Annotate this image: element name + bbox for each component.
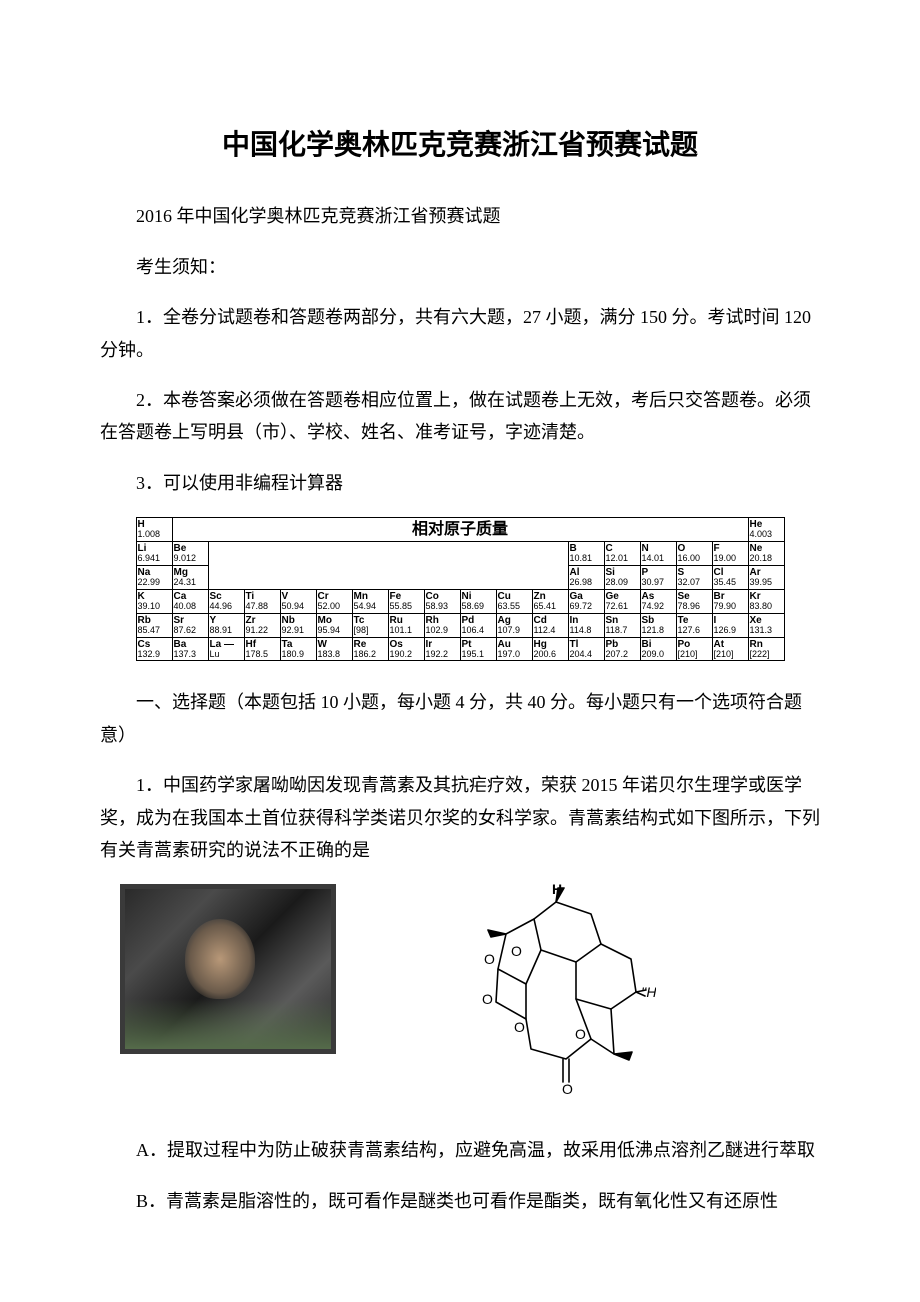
- element-cell: Na22.99: [136, 565, 172, 589]
- element-cell: Tl204.4: [568, 637, 604, 661]
- element-cell: Os190.2: [388, 637, 424, 661]
- svg-text:O: O: [514, 1019, 525, 1035]
- periodic-table-wrap: H1.008相对原子质量He4.003Li6.941Be9.012B10.81C…: [100, 517, 820, 661]
- element-cell: Ge72.61: [604, 589, 640, 613]
- element-cell: Pb207.2: [604, 637, 640, 661]
- rule-2: 2．本卷答案必须做在答题卷相应位置上，做在试题卷上无效，考后只交答题卷。必须在答…: [100, 384, 820, 449]
- element-cell: Rh102.9: [424, 613, 460, 637]
- svg-text:O: O: [575, 1026, 586, 1042]
- element-cell: I126.9: [712, 613, 748, 637]
- element-cell: Zr91.22: [244, 613, 280, 637]
- periodic-header: 相对原子质量: [172, 518, 748, 542]
- element-cell: Cr52.00: [316, 589, 352, 613]
- option-a: A．提取过程中为防止破获青蒿素结构，应避免高温，故采用低沸点溶剂乙醚进行萃取: [100, 1134, 820, 1166]
- option-b: B．青蒿素是脂溶性的，既可看作是醚类也可看作是酯类，既有氧化性又有还原性: [100, 1185, 820, 1217]
- svg-text:O: O: [484, 951, 495, 967]
- element-cell: As74.92: [640, 589, 676, 613]
- element-cell: K39.10: [136, 589, 172, 613]
- subtitle: 2016 年中国化学奥林匹克竞赛浙江省预赛试题: [100, 200, 820, 232]
- element-cell: N14.01: [640, 542, 676, 566]
- element-cell: Cl35.45: [712, 565, 748, 589]
- element-cell: Be9.012: [172, 542, 208, 566]
- element-cell: Ir192.2: [424, 637, 460, 661]
- element-cell: Ga69.72: [568, 589, 604, 613]
- element-cell: B10.81: [568, 542, 604, 566]
- element-cell: Sn118.7: [604, 613, 640, 637]
- element-cell: Sr87.62: [172, 613, 208, 637]
- element-cell: Hg200.6: [532, 637, 568, 661]
- element-cell: P30.97: [640, 565, 676, 589]
- element-cell: Xe131.3: [748, 613, 784, 637]
- element-cell: F19.00: [712, 542, 748, 566]
- element-cell: Rn[222]: [748, 637, 784, 661]
- element-cell: W183.8: [316, 637, 352, 661]
- svg-text:''H: ''H: [641, 984, 656, 1000]
- question-1: 1．中国药学家屠呦呦因发现青蒿素及其抗疟疗效，荣获 2015 年诺贝尔生理学或医…: [100, 769, 820, 866]
- element-cell: At[210]: [712, 637, 748, 661]
- element-cell: Cu63.55: [496, 589, 532, 613]
- element-cell: Co58.93: [424, 589, 460, 613]
- element-cell: Pd106.4: [460, 613, 496, 637]
- element-cell: C12.01: [604, 542, 640, 566]
- element-cell: Pt195.1: [460, 637, 496, 661]
- element-cell: Mg24.31: [172, 565, 208, 589]
- element-cell: Y88.91: [208, 613, 244, 637]
- element-cell: Te127.6: [676, 613, 712, 637]
- element-cell: Rb85.47: [136, 613, 172, 637]
- element-cell: Sb121.8: [640, 613, 676, 637]
- element-cell: Ti47.88: [244, 589, 280, 613]
- periodic-gap: [208, 565, 568, 589]
- element-cell: Au197.0: [496, 637, 532, 661]
- element-cell: Ag107.9: [496, 613, 532, 637]
- element-cell: Mn54.94: [352, 589, 388, 613]
- element-cell: Cd112.4: [532, 613, 568, 637]
- element-cell: O16.00: [676, 542, 712, 566]
- element-cell: Hf178.5: [244, 637, 280, 661]
- element-cell: In114.8: [568, 613, 604, 637]
- rule-3: 3．可以使用非编程计算器: [100, 467, 820, 499]
- notice-label: 考生须知：: [100, 251, 820, 283]
- svg-text:O: O: [511, 943, 522, 959]
- element-cell: Mo95.94: [316, 613, 352, 637]
- page-title: 中国化学奥林匹克竞赛浙江省预赛试题: [100, 120, 820, 170]
- element-cell: Ar39.95: [748, 565, 784, 589]
- periodic-table: H1.008相对原子质量He4.003Li6.941Be9.012B10.81C…: [136, 517, 785, 661]
- rule-1: 1．全卷分试题卷和答题卷两部分，共有六大题，27 小题，满分 150 分。考试时…: [100, 301, 820, 366]
- tu-youyou-photo: [120, 884, 336, 1054]
- element-cell: Al26.98: [568, 565, 604, 589]
- svg-text:H: H: [552, 884, 562, 897]
- element-cell: Tc[98]: [352, 613, 388, 637]
- element-cell: Nb92.91: [280, 613, 316, 637]
- periodic-gap: [208, 542, 568, 566]
- element-cell: Ta180.9: [280, 637, 316, 661]
- element-cell: Ca40.08: [172, 589, 208, 613]
- element-cell: Kr83.80: [748, 589, 784, 613]
- element-cell: La —Lu: [208, 637, 244, 661]
- element-cell: Po[210]: [676, 637, 712, 661]
- element-cell: Ni58.69: [460, 589, 496, 613]
- element-cell: S32.07: [676, 565, 712, 589]
- element-cell: Cs132.9: [136, 637, 172, 661]
- element-cell: Si28.09: [604, 565, 640, 589]
- element-cell: Ru101.1: [388, 613, 424, 637]
- question-1-figures: H O O O O O O ''H: [120, 884, 800, 1094]
- svg-text:O: O: [562, 1081, 573, 1094]
- section-1-heading: 一、选择题（本题包括 10 小题，每小题 4 分，共 40 分。每小题只有一个选…: [100, 686, 820, 751]
- svg-text:O: O: [482, 991, 493, 1007]
- element-cell: Ba137.3: [172, 637, 208, 661]
- element-cell: V50.94: [280, 589, 316, 613]
- element-cell: Sc44.96: [208, 589, 244, 613]
- element-cell: Fe55.85: [388, 589, 424, 613]
- element-cell: Zn65.41: [532, 589, 568, 613]
- element-cell: Li6.941: [136, 542, 172, 566]
- element-cell: Se78.96: [676, 589, 712, 613]
- element-cell: Ne20.18: [748, 542, 784, 566]
- element-cell: Br79.90: [712, 589, 748, 613]
- element-cell: Bi209.0: [640, 637, 676, 661]
- element-cell: He4.003: [748, 518, 784, 542]
- artemisinin-structure: H O O O O O O ''H: [436, 884, 656, 1094]
- element-cell: Re186.2: [352, 637, 388, 661]
- element-cell: H1.008: [136, 518, 172, 542]
